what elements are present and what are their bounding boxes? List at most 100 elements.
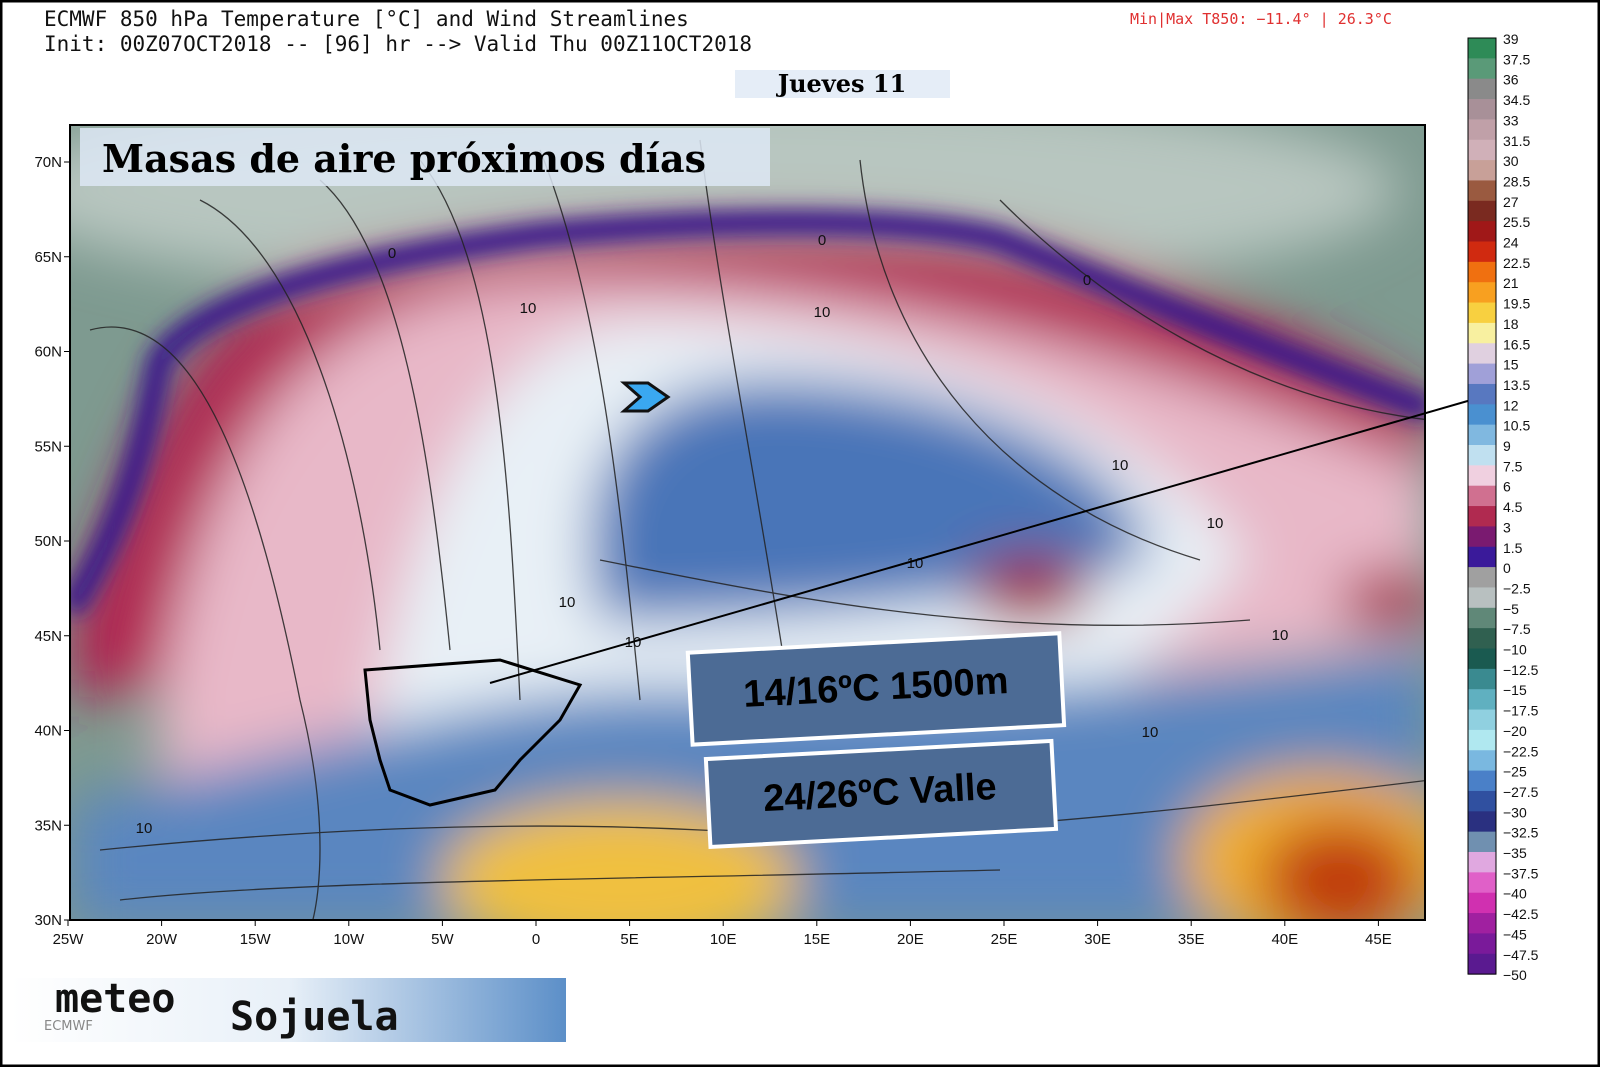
- colorbar-swatch: [1468, 587, 1496, 609]
- lat-label: 70N: [34, 154, 62, 171]
- lon-label: 20E: [897, 931, 924, 948]
- colorbar-label: −12.5: [1503, 662, 1539, 678]
- colorbar-label: 37.5: [1503, 51, 1530, 67]
- colorbar-label: 34.5: [1503, 92, 1530, 108]
- colorbar-label: −7.5: [1503, 621, 1531, 637]
- colorbar-label: 25.5: [1503, 214, 1530, 230]
- contour-label: 10: [520, 300, 537, 317]
- colorbar-swatch: [1468, 689, 1496, 711]
- colorbar-swatch: [1468, 99, 1496, 120]
- banner-backdrop: [80, 128, 770, 186]
- logo-word: Sojuela: [230, 994, 399, 1040]
- lat-label: 55N: [34, 438, 62, 455]
- colorbar-swatch: [1468, 38, 1496, 59]
- lat-label: 50N: [34, 533, 62, 550]
- lon-label: 35E: [1178, 931, 1205, 948]
- pointer-line: [489, 397, 1479, 684]
- subtitle: Init: 00Z07OCT2018 -- [96] hr --> Valid …: [44, 32, 752, 56]
- colorbar-swatch: [1468, 302, 1496, 324]
- colorbar-label: −42.5: [1503, 906, 1539, 922]
- map: 01010001010101010101010: [70, 125, 1425, 920]
- lat-label: 30N: [34, 912, 62, 929]
- colorbar-swatch: [1468, 119, 1496, 141]
- callout-valle: 24/26ºC Valle: [703, 738, 1059, 850]
- contour-label: 10: [1272, 627, 1289, 644]
- minmax: Min|Max T850: −11.4° | 26.3°C: [1130, 10, 1392, 28]
- lat-label: 45N: [34, 628, 62, 645]
- lon-label: 15E: [803, 931, 830, 948]
- contour-label: 0: [1083, 272, 1091, 289]
- contour-label: 0: [388, 245, 396, 262]
- colorbar-border: [1467, 37, 1497, 975]
- day-backdrop: [735, 70, 950, 98]
- colorbar-swatch: [1468, 241, 1496, 263]
- colorbar-label: 15: [1503, 357, 1519, 373]
- colorbar-swatch: [1468, 790, 1496, 812]
- colorbar-swatch: [1468, 913, 1496, 934]
- colorbar-label: 13.5: [1503, 377, 1530, 393]
- colorbar-swatch: [1468, 160, 1496, 181]
- colorbar-swatch: [1468, 668, 1496, 690]
- colorbar-label: 19.5: [1503, 296, 1530, 312]
- colorbar-swatch: [1468, 811, 1496, 833]
- colorbar-swatch: [1468, 831, 1496, 853]
- colorbar-swatch: [1468, 78, 1496, 100]
- colorbar-label: 3: [1503, 519, 1511, 535]
- colorbar-swatch: [1468, 953, 1496, 975]
- colorbar-label: 30: [1503, 153, 1519, 169]
- colorbar-swatch: [1468, 628, 1496, 649]
- colorbar-swatch: [1468, 282, 1496, 304]
- colorbar-label: −5: [1503, 601, 1519, 617]
- colorbar-swatch: [1468, 404, 1496, 426]
- lon-label: 10W: [333, 931, 365, 948]
- contour-label: 10: [1142, 724, 1159, 741]
- colorbar-label: 4.5: [1503, 499, 1523, 515]
- colorbar-swatch: [1468, 892, 1496, 914]
- contour-label: 10: [907, 555, 924, 572]
- lon-label: 40E: [1271, 931, 1298, 948]
- colorbar-swatch: [1468, 465, 1496, 487]
- colorbar-swatch: [1468, 729, 1496, 751]
- colorbar-swatch: [1468, 872, 1496, 894]
- colorbar-swatch: [1468, 445, 1496, 466]
- lon-label: 45E: [1365, 931, 1392, 948]
- colorbar-swatch: [1468, 933, 1496, 955]
- contour-label: 10: [1207, 515, 1224, 532]
- colorbar-label: −35: [1503, 845, 1527, 861]
- colorbar-label: −15: [1503, 682, 1527, 698]
- colorbar-label: 27: [1503, 194, 1519, 210]
- colorbar-swatch: [1468, 770, 1496, 792]
- colorbar-label: 16.5: [1503, 336, 1530, 352]
- colorbar-swatch: [1468, 180, 1496, 202]
- colorbar-label: 0: [1503, 560, 1511, 576]
- logo-backdrop: [10, 978, 566, 1042]
- colorbar-label: −17.5: [1503, 703, 1539, 719]
- contour-label: 0: [818, 232, 826, 249]
- colorbar-label: −2.5: [1503, 580, 1531, 596]
- colorbar-label: −32.5: [1503, 825, 1539, 841]
- contour-label: 10: [814, 304, 831, 321]
- lon-label: 25W: [53, 931, 85, 948]
- colorbar-label: 39: [1503, 31, 1519, 47]
- lon-label: 15W: [240, 931, 272, 948]
- colorbar-swatch: [1468, 526, 1496, 548]
- colorbar-label: −30: [1503, 804, 1527, 820]
- colorbar-swatch: [1468, 58, 1496, 80]
- colorbar-swatch: [1468, 200, 1496, 222]
- colorbar-label: 6: [1503, 479, 1511, 495]
- title: ECMWF 850 hPa Temperature [°C] and Wind …: [44, 7, 689, 31]
- colorbar-label: −37.5: [1503, 865, 1539, 881]
- colorbar-label: 7.5: [1503, 458, 1523, 474]
- colorbar-swatch: [1468, 363, 1496, 385]
- colorbar-label: −20: [1503, 723, 1527, 739]
- colorbar-label: −10: [1503, 642, 1527, 658]
- banner: Masas de aire próximos días: [102, 136, 706, 181]
- callout-1500m: 14/16ºC 1500m: [685, 631, 1067, 747]
- colorbar-label: −40: [1503, 886, 1527, 902]
- contour-label: 10: [1112, 457, 1129, 474]
- colorbar-label: 22.5: [1503, 255, 1530, 271]
- lon-label: 0: [532, 931, 540, 948]
- colorbar-swatch: [1468, 709, 1496, 731]
- colorbar-swatch: [1468, 343, 1496, 365]
